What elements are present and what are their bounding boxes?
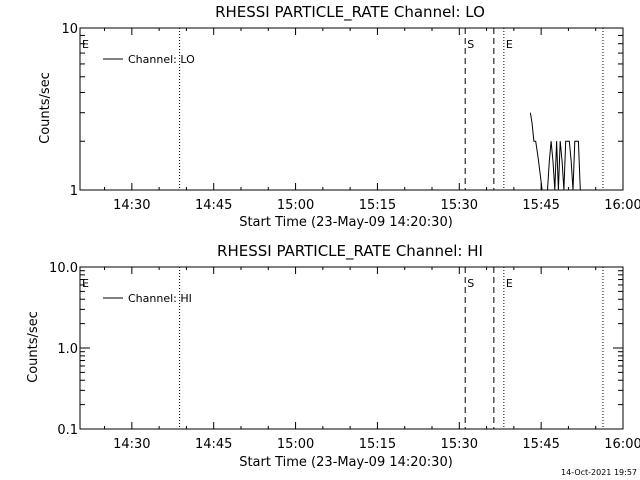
lo-x-tick-label: 14:30 xyxy=(113,198,150,213)
hi-y-tick-label: 10.0 xyxy=(49,261,78,276)
lo-legend-label: Channel: LO xyxy=(128,53,195,66)
hi-y-tick-label: 0.1 xyxy=(57,423,78,438)
lo-x-tick-label: 16:00 xyxy=(604,198,640,213)
hi-x-tick-label: 14:45 xyxy=(195,437,232,452)
lo-x-tick-label: 15:30 xyxy=(441,198,478,213)
hi-event-marker-label: E xyxy=(506,277,513,290)
lo-y-axis-label: Counts/sec xyxy=(38,72,53,144)
lo-x-tick-label: 15:45 xyxy=(522,198,559,213)
hi-x-tick-label: 15:15 xyxy=(359,437,396,452)
hi-y-axis-label: Counts/sec xyxy=(26,311,41,383)
hi-y-tick-label: 1.0 xyxy=(57,342,78,357)
lo-event-marker-label: E xyxy=(506,38,513,51)
hi-channel-panel: RHESSI PARTICLE_RATE Channel: HI Start T… xyxy=(26,242,640,470)
lo-x-tick-label: 15:15 xyxy=(359,198,396,213)
hi-legend-label: Channel: HI xyxy=(128,292,192,305)
lo-x-tick-label: 14:45 xyxy=(195,198,232,213)
hi-x-tick-label: 15:30 xyxy=(441,437,478,452)
hi-event-marker-label: E xyxy=(82,277,89,290)
hi-x-axis-label: Start Time (23-May-09 14:20:30) xyxy=(239,455,453,470)
hi-event-marker-label: S xyxy=(467,277,474,290)
hi-x-tick-label: 16:00 xyxy=(604,437,640,452)
hi-x-tick-label: 15:00 xyxy=(277,437,314,452)
lo-chart-title: RHESSI PARTICLE_RATE Channel: LO xyxy=(215,3,485,22)
lo-x-axis-label: Start Time (23-May-09 14:20:30) xyxy=(239,215,453,230)
hi-x-tick-label: 14:30 xyxy=(113,437,150,452)
lo-x-tick-label: 15:00 xyxy=(277,198,314,213)
lo-series-line xyxy=(529,112,581,191)
hi-chart-title: RHESSI PARTICLE_RATE Channel: HI xyxy=(217,242,483,261)
lo-event-marker-label: S xyxy=(467,38,474,51)
lo-channel-panel: RHESSI PARTICLE_RATE Channel: LO Start T… xyxy=(38,3,640,230)
lo-y-tick-label: 1 xyxy=(70,184,78,199)
footer-timestamp: 14-Oct-2021 19:57 xyxy=(561,468,637,477)
lo-y-tick-label: 10 xyxy=(61,22,78,37)
hi-x-tick-label: 15:45 xyxy=(522,437,559,452)
lo-event-marker-label: E xyxy=(82,38,89,51)
